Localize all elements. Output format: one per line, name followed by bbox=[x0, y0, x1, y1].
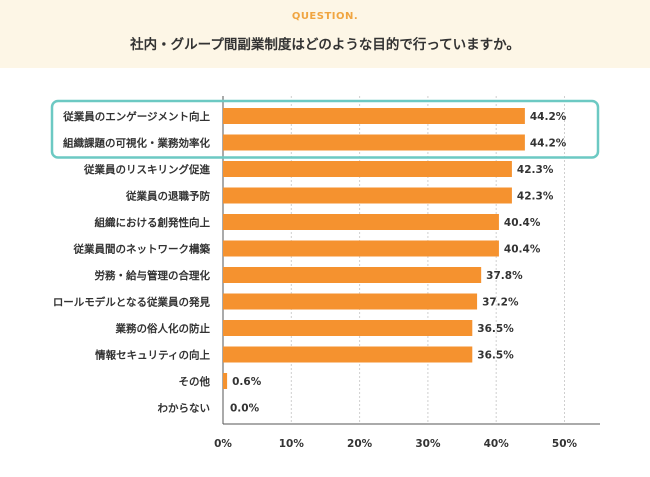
x-tick-label: 0% bbox=[214, 438, 232, 450]
highlight-box bbox=[50, 99, 600, 159]
bar bbox=[223, 346, 473, 363]
value-label: 37.2% bbox=[482, 297, 519, 309]
bar bbox=[223, 187, 512, 204]
bar bbox=[223, 267, 482, 283]
value-label: 0.6% bbox=[232, 376, 262, 388]
category-label: 従業員のエンゲージメント向上 bbox=[62, 110, 210, 123]
category-label: 組織課題の可視化・業務効率化 bbox=[63, 137, 210, 150]
category-label: 従業員のリスキリング促進 bbox=[83, 163, 210, 176]
value-label: 44.2% bbox=[530, 111, 567, 123]
x-tick-label: 30% bbox=[415, 438, 441, 450]
question-label: QUESTION. bbox=[291, 11, 359, 22]
category-label: 情報セキュリティの向上 bbox=[95, 349, 210, 362]
x-tick-label: 20% bbox=[347, 438, 373, 450]
bar bbox=[223, 161, 512, 177]
value-label: 37.8% bbox=[486, 270, 523, 282]
value-label: 36.5% bbox=[477, 350, 514, 362]
value-label: 42.3% bbox=[517, 164, 554, 176]
category-label: 従業員の退職予防 bbox=[125, 190, 210, 203]
bar bbox=[223, 240, 499, 257]
category-label: わからない bbox=[158, 403, 211, 415]
bar bbox=[223, 134, 525, 151]
category-label: 労務・給与管理の合理化 bbox=[95, 269, 211, 282]
bar bbox=[223, 293, 478, 310]
question-header: QUESTION. 社内・グループ間副業制度はどのような目的で行っていますか。 bbox=[0, 0, 650, 68]
category-label: 従業員間のネットワーク構築 bbox=[73, 243, 211, 256]
x-tick-label: 10% bbox=[279, 438, 305, 450]
value-label: 40.4% bbox=[504, 244, 541, 256]
value-label: 42.3% bbox=[517, 191, 554, 203]
bar bbox=[223, 214, 499, 230]
category-label: 組織における創発性向上 bbox=[95, 216, 211, 229]
value-label: 44.2% bbox=[530, 138, 567, 150]
question-title: 社内・グループ間副業制度はどのような目的で行っていますか。 bbox=[130, 37, 520, 53]
x-tick-label: 40% bbox=[484, 438, 510, 450]
value-label: 40.4% bbox=[504, 217, 541, 229]
value-label: 36.5% bbox=[477, 323, 514, 335]
bar bbox=[223, 373, 228, 389]
category-label: その他 bbox=[179, 375, 211, 388]
value-label: 0.0% bbox=[230, 403, 260, 415]
x-tick-label: 50% bbox=[552, 438, 578, 450]
bar bbox=[223, 108, 525, 124]
bar bbox=[223, 320, 473, 336]
category-label: ロールモデルとなる従業員の発見 bbox=[53, 296, 211, 309]
category-label: 業務の俗人化の防止 bbox=[115, 322, 211, 335]
